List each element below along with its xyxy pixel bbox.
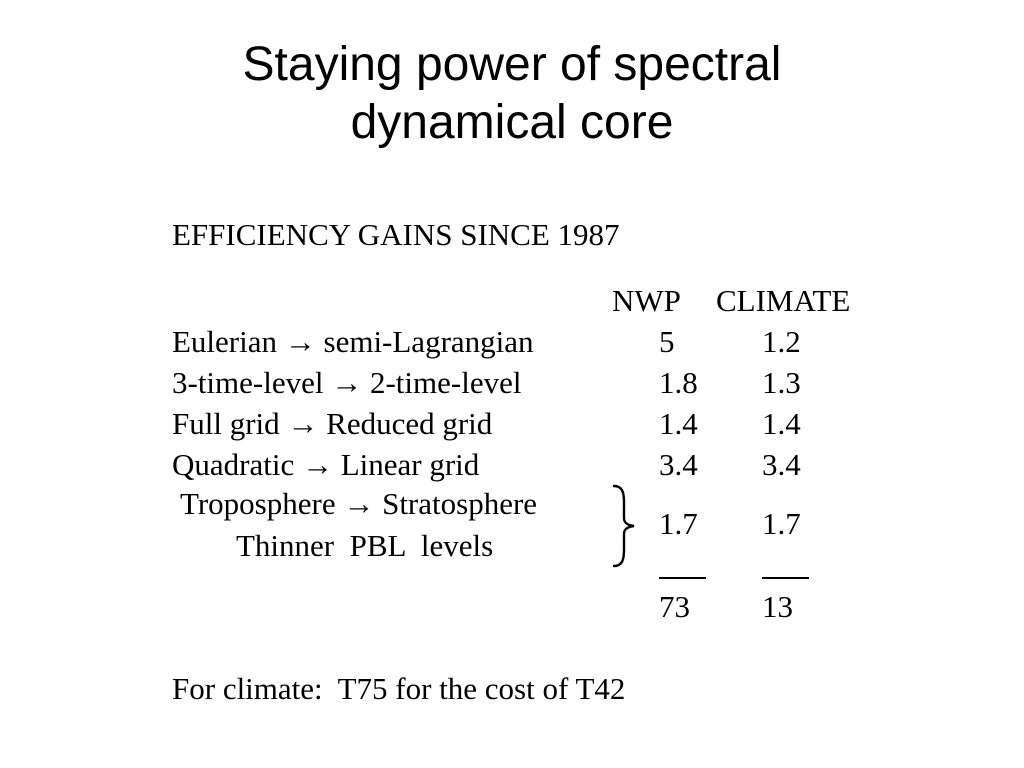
total-climate-value: 13 (762, 589, 793, 624)
grouped-nwp-value: 1.7 (659, 506, 698, 541)
right-brace-icon (612, 484, 635, 568)
total-nwp-value: 73 (659, 589, 690, 624)
slide-title-line-2: dynamical core (350, 96, 674, 149)
grouped-climate-value: 1.7 (762, 506, 801, 541)
column-header-nwp: NWP (612, 283, 681, 318)
row-nwp-value: 3.4 (659, 447, 698, 482)
grouped-row-label-1: Troposphere → Stratosphere (180, 486, 538, 521)
row-label: Full grid → Reduced grid (172, 406, 493, 441)
row-label: Eulerian → semi-Lagrangian (172, 324, 534, 359)
column-header-climate: CLIMATE (716, 283, 851, 318)
row-label: 3-time-level → 2-time-level (172, 365, 522, 400)
slide-title-line-1: Staying power of spectral (242, 38, 782, 91)
sum-rule-climate (762, 577, 809, 579)
footer-note: For climate: T75 for the cost of T42 (172, 671, 626, 706)
table-heading: EFFICIENCY GAINS SINCE 1987 (172, 217, 620, 252)
row-label: Quadratic → Linear grid (172, 447, 480, 482)
sum-rule-nwp (659, 577, 706, 579)
slide-title: Staying power of spectral dynamical core (0, 36, 1024, 152)
row-climate-value: 1.4 (762, 406, 801, 441)
grouped-row-label-2: Thinner PBL levels (236, 528, 494, 563)
row-nwp-value: 5 (659, 324, 675, 359)
row-climate-value: 1.2 (762, 324, 801, 359)
row-nwp-value: 1.8 (659, 365, 698, 400)
row-climate-value: 3.4 (762, 447, 801, 482)
row-climate-value: 1.3 (762, 365, 801, 400)
row-nwp-value: 1.4 (659, 406, 698, 441)
